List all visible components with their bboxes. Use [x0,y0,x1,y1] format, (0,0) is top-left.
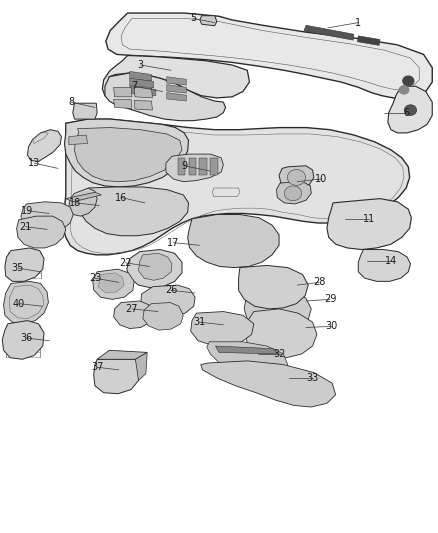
Text: 28: 28 [313,277,325,287]
Text: 33: 33 [307,373,319,383]
Text: 7: 7 [131,81,137,91]
Polygon shape [244,287,311,331]
Polygon shape [105,73,226,120]
Polygon shape [114,100,132,109]
Text: 6: 6 [403,108,409,118]
Text: 10: 10 [315,174,327,184]
Text: 3: 3 [138,60,144,70]
Ellipse shape [403,76,414,86]
Text: 17: 17 [167,238,180,248]
Text: 18: 18 [69,198,81,208]
Polygon shape [245,309,317,358]
Polygon shape [130,71,152,81]
Polygon shape [167,93,186,101]
Polygon shape [102,55,250,103]
Text: 9: 9 [181,161,187,171]
Polygon shape [141,285,195,317]
Text: 11: 11 [363,214,375,224]
Polygon shape [64,119,188,187]
Polygon shape [63,119,410,255]
Polygon shape [130,78,154,88]
Polygon shape [191,312,254,345]
Polygon shape [178,158,185,175]
Polygon shape [167,77,186,85]
Polygon shape [5,248,44,281]
Text: 31: 31 [193,317,205,327]
Text: 30: 30 [325,321,337,332]
Text: 35: 35 [12,263,24,273]
Polygon shape [304,25,354,40]
Text: 21: 21 [19,222,32,232]
Polygon shape [130,86,156,96]
Polygon shape [28,130,61,161]
Polygon shape [388,86,432,133]
Text: 22: 22 [119,258,132,268]
Polygon shape [279,166,314,188]
Polygon shape [93,269,134,300]
Ellipse shape [399,86,409,94]
Text: 32: 32 [274,349,286,359]
Polygon shape [114,87,132,97]
Ellipse shape [404,105,417,115]
Polygon shape [74,127,182,182]
Polygon shape [357,36,380,45]
Polygon shape [80,187,188,236]
Polygon shape [114,301,153,328]
Polygon shape [4,281,48,324]
Polygon shape [358,249,410,281]
Polygon shape [327,199,411,249]
Polygon shape [200,15,217,26]
Polygon shape [134,101,152,110]
Polygon shape [69,188,97,216]
Polygon shape [127,249,182,288]
Text: 40: 40 [13,298,25,309]
Ellipse shape [284,186,302,201]
Text: 19: 19 [21,206,34,216]
Polygon shape [97,350,147,359]
Polygon shape [17,216,66,248]
Polygon shape [201,361,336,407]
Text: 14: 14 [385,256,397,266]
Polygon shape [66,192,102,202]
Polygon shape [276,182,311,204]
Polygon shape [210,158,218,175]
Polygon shape [138,253,172,280]
Polygon shape [2,320,44,359]
Polygon shape [239,265,308,309]
Polygon shape [98,273,124,293]
Text: 5: 5 [190,13,196,23]
Text: 13: 13 [28,158,40,168]
Polygon shape [188,158,196,175]
Polygon shape [135,352,147,381]
Text: 16: 16 [115,192,127,203]
Polygon shape [21,202,73,235]
Polygon shape [134,87,152,98]
Polygon shape [73,103,97,119]
Text: 29: 29 [324,294,336,304]
Polygon shape [106,13,432,100]
Polygon shape [199,158,207,175]
Text: 26: 26 [165,285,177,295]
Polygon shape [215,346,278,354]
Text: 37: 37 [91,362,103,372]
Text: 27: 27 [126,304,138,314]
Text: 8: 8 [68,97,74,107]
Polygon shape [143,303,184,330]
Text: 36: 36 [21,333,33,343]
Text: 23: 23 [89,273,101,283]
Polygon shape [207,342,288,377]
Polygon shape [167,85,186,93]
Polygon shape [166,154,223,182]
Polygon shape [187,215,279,268]
Polygon shape [94,359,140,394]
Ellipse shape [287,169,306,185]
Polygon shape [69,135,88,144]
Text: 1: 1 [355,18,361,28]
